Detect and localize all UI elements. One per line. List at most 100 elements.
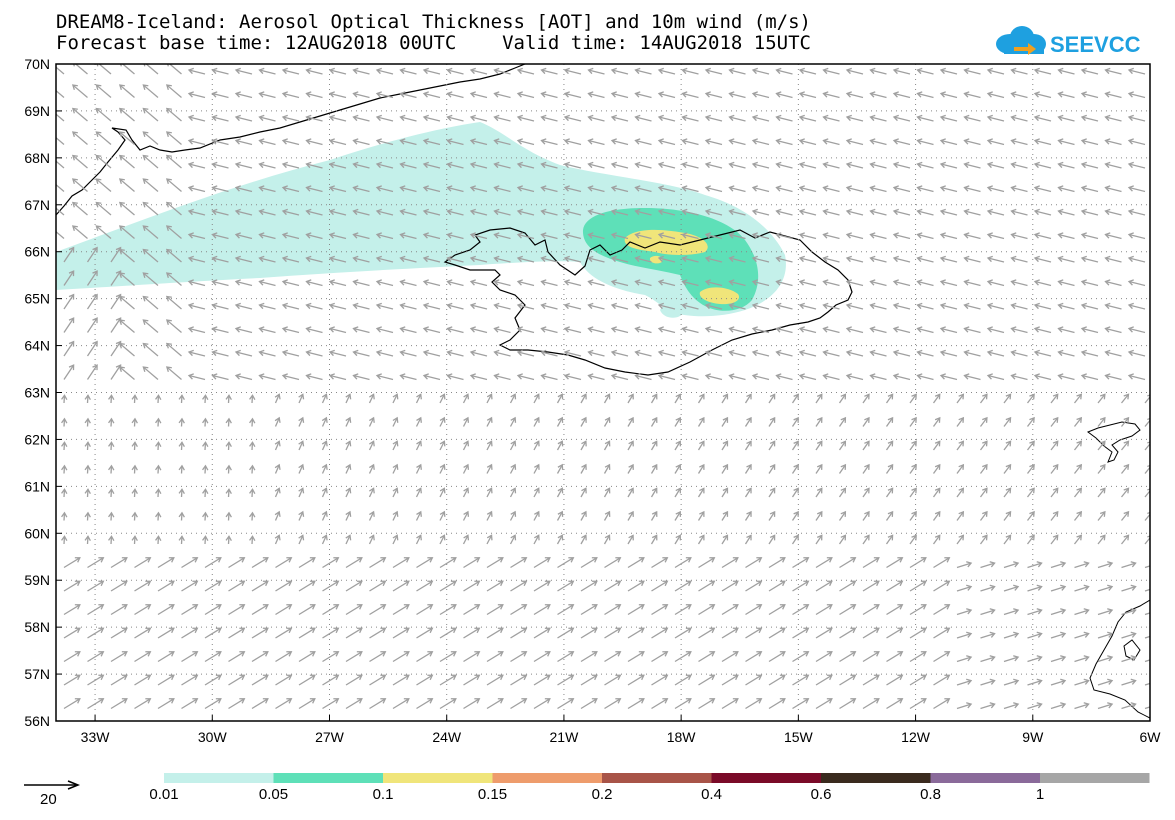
wind-arrow	[1080, 138, 1099, 146]
wind-arrow	[815, 651, 833, 663]
wind-arrow	[792, 651, 810, 663]
wind-arrow	[751, 208, 770, 216]
wind-arrow	[1127, 326, 1146, 334]
wind-arrow	[610, 255, 629, 263]
wind-arrow	[1057, 138, 1075, 146]
wind-arrow	[1080, 255, 1099, 263]
wind-arrow	[1144, 635, 1150, 639]
wind-arrow	[980, 584, 996, 592]
wind-arrow	[416, 698, 434, 710]
wind-arrow	[446, 185, 464, 193]
wind-arrow	[493, 114, 511, 122]
wind-arrow	[1080, 349, 1099, 357]
wind-arrow	[165, 84, 182, 98]
wind-arrow	[228, 580, 246, 592]
wind-arrow	[155, 488, 162, 498]
wind-arrow	[345, 463, 352, 474]
wind-arrow	[681, 302, 699, 310]
wind-arrow	[869, 349, 887, 357]
wind-arrow	[681, 232, 699, 240]
wind-arrow	[838, 416, 847, 427]
wind-arrow	[110, 340, 122, 357]
wind-arrow	[681, 161, 699, 169]
wind-arrow	[603, 534, 611, 545]
wind-arrow	[516, 232, 535, 240]
wind-arrow	[234, 138, 253, 146]
wind-arrow	[909, 534, 917, 545]
wind-arrow	[1033, 232, 1052, 240]
wind-arrow	[980, 678, 996, 686]
wind-arrow	[462, 463, 470, 474]
wind-arrow	[1010, 138, 1028, 146]
lon-tick-label: 12W	[901, 729, 931, 745]
wind-arrow	[839, 627, 857, 639]
wind-arrow	[909, 487, 917, 498]
wind-arrow	[165, 225, 182, 239]
wind-arrow	[392, 674, 410, 686]
wind-arrow	[1026, 463, 1035, 474]
wind-arrow	[328, 91, 347, 99]
wind-arrow	[704, 255, 723, 263]
wind-arrow	[791, 416, 799, 427]
wind-arrow	[751, 114, 770, 122]
wind-arrow	[791, 463, 799, 474]
wind-arrow	[1120, 463, 1130, 474]
wind-arrow	[399, 326, 417, 334]
wind-arrow	[634, 326, 652, 334]
wind-arrow	[1120, 393, 1130, 404]
wind-arrow	[416, 627, 434, 639]
wind-arrow	[258, 208, 276, 216]
wind-arrow	[416, 557, 434, 569]
wind-arrow	[909, 463, 917, 474]
wind-arrow	[845, 373, 864, 381]
wind-arrow	[439, 393, 446, 404]
wind-arrow	[375, 232, 394, 240]
wind-arrow	[651, 627, 669, 639]
aot-plume-0.01	[56, 122, 786, 317]
wind-arrow	[281, 326, 300, 334]
wind-arrow	[610, 161, 629, 169]
wind-arrow	[704, 161, 723, 169]
wind-arrow	[422, 185, 441, 193]
wind-arrow	[956, 631, 973, 639]
wind-arrow	[87, 674, 105, 686]
wind-arrow	[446, 255, 464, 263]
wind-arrow	[674, 510, 682, 521]
wind-arrow	[939, 161, 958, 169]
wind-arrow	[556, 534, 564, 545]
wind-arrow	[697, 393, 705, 404]
wind-arrow	[275, 627, 293, 639]
wind-arrow	[298, 604, 316, 616]
wind-arrow	[108, 394, 115, 404]
wind-arrow	[815, 698, 833, 710]
wind-arrow	[165, 178, 182, 192]
wind-arrow	[469, 161, 488, 169]
wind-arrow	[486, 580, 504, 592]
wind-arrow	[674, 651, 692, 663]
wind-arrow	[932, 534, 941, 545]
wind-arrow	[274, 463, 281, 474]
wind-arrow	[422, 349, 441, 357]
wind-arrow	[533, 698, 551, 710]
colorbar-label: 0.2	[592, 786, 613, 803]
wind-arrow	[916, 208, 934, 216]
wind-arrow	[422, 373, 441, 381]
wind-arrow	[587, 326, 605, 334]
wind-arrow	[657, 67, 676, 75]
wind-arrow	[204, 604, 222, 616]
wind-arrow	[721, 557, 739, 569]
wind-arrow	[486, 698, 504, 710]
wind-arrow	[258, 185, 276, 193]
wind-arrow	[933, 698, 951, 710]
wind-arrow	[1010, 302, 1028, 310]
wind-arrow	[557, 580, 575, 592]
wind-arrow	[815, 510, 823, 521]
wind-arrow	[698, 604, 716, 616]
wind-arrow	[1121, 608, 1137, 616]
scotland-coastline	[1089, 599, 1150, 719]
wind-arrow	[469, 185, 488, 193]
lat-tick-label: 64N	[24, 338, 50, 354]
wind-arrow	[986, 326, 1005, 334]
wind-arrow	[587, 232, 605, 240]
wind-arrow	[134, 674, 152, 686]
